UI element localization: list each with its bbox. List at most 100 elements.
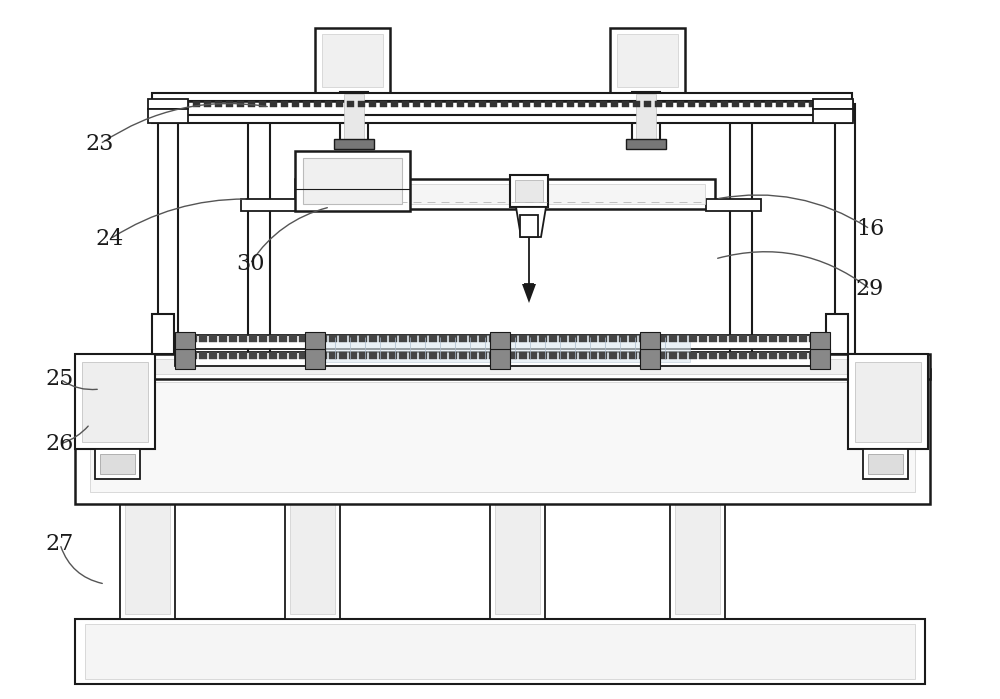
Bar	[413, 101, 420, 107]
Bar	[599, 352, 607, 359]
Bar	[449, 352, 457, 359]
Bar	[85, 624, 915, 679]
Bar	[310, 335, 690, 362]
Polygon shape	[522, 284, 536, 303]
Bar	[309, 352, 317, 359]
Bar	[633, 101, 640, 107]
Bar	[831, 101, 838, 107]
Bar	[649, 352, 657, 359]
Bar	[439, 335, 447, 342]
Text: 30: 30	[236, 253, 264, 275]
Bar	[435, 101, 442, 107]
Bar	[659, 335, 667, 342]
Bar	[490, 332, 510, 352]
Bar	[669, 335, 677, 342]
Bar	[579, 352, 587, 359]
Bar	[589, 335, 597, 342]
Bar	[179, 335, 187, 342]
Bar	[809, 335, 817, 342]
Bar	[798, 101, 805, 107]
Bar	[589, 101, 596, 107]
Bar	[813, 109, 853, 123]
Bar	[810, 349, 830, 369]
Bar	[457, 101, 464, 107]
Bar	[610, 28, 685, 93]
Bar	[619, 352, 627, 359]
Bar	[215, 101, 222, 107]
Bar	[419, 352, 427, 359]
Bar	[813, 99, 853, 109]
Bar	[315, 28, 390, 93]
Bar	[490, 101, 497, 107]
Bar	[439, 352, 447, 359]
Bar	[229, 335, 237, 342]
Bar	[679, 335, 687, 342]
Bar	[237, 101, 244, 107]
Bar	[549, 335, 557, 342]
Bar	[359, 335, 367, 342]
Bar	[459, 352, 467, 359]
Bar	[75, 354, 155, 449]
Bar	[842, 101, 849, 107]
Bar	[148, 109, 188, 123]
Bar	[549, 352, 557, 359]
Bar	[789, 335, 797, 342]
Bar	[779, 335, 787, 342]
Bar	[754, 101, 761, 107]
Bar	[729, 335, 737, 342]
Bar	[619, 335, 627, 342]
Bar	[380, 101, 387, 107]
Bar	[219, 352, 227, 359]
Bar	[339, 335, 347, 342]
Bar	[749, 352, 757, 359]
Bar	[309, 335, 317, 342]
Bar	[270, 101, 277, 107]
Bar	[209, 335, 217, 342]
Bar	[469, 352, 477, 359]
Bar	[369, 352, 377, 359]
Bar	[322, 34, 383, 87]
Bar	[765, 101, 772, 107]
Bar	[699, 352, 707, 359]
Bar	[75, 619, 925, 684]
Bar	[285, 499, 340, 619]
Bar	[469, 335, 477, 342]
Bar	[219, 335, 227, 342]
Bar	[249, 352, 257, 359]
Bar	[609, 352, 617, 359]
Bar	[611, 101, 618, 107]
Bar	[193, 101, 200, 107]
Bar	[826, 314, 848, 354]
Bar	[204, 101, 211, 107]
Bar	[259, 101, 266, 107]
Bar	[799, 335, 807, 342]
Bar	[640, 332, 660, 352]
Bar	[334, 139, 374, 149]
Bar	[699, 101, 706, 107]
Bar	[512, 101, 519, 107]
Bar	[709, 335, 717, 342]
Bar	[199, 352, 207, 359]
Bar	[479, 335, 487, 342]
Bar	[529, 335, 537, 342]
Bar	[769, 352, 777, 359]
Text: 27: 27	[46, 533, 74, 555]
Bar	[675, 504, 720, 614]
Bar	[636, 94, 656, 139]
Bar	[809, 352, 817, 359]
Bar	[529, 352, 537, 359]
Bar	[75, 369, 930, 504]
Bar	[249, 335, 257, 342]
Bar	[152, 314, 174, 354]
Bar	[305, 184, 705, 204]
Bar	[339, 352, 347, 359]
Bar	[489, 335, 497, 342]
Bar	[303, 101, 310, 107]
Bar	[749, 335, 757, 342]
Bar	[239, 352, 247, 359]
Bar	[520, 215, 538, 237]
Bar	[305, 349, 325, 369]
Text: 25: 25	[46, 368, 74, 390]
Bar	[160, 101, 167, 107]
Bar	[419, 335, 427, 342]
